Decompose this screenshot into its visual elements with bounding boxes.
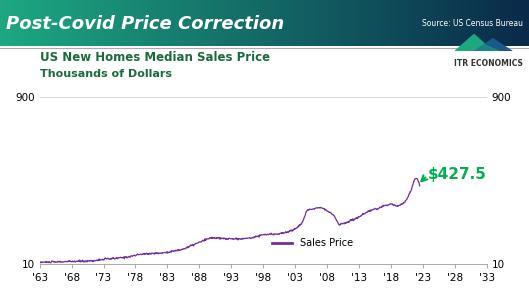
Text: ITR ECONOMICS: ITR ECONOMICS xyxy=(454,59,523,68)
Text: $427.5: $427.5 xyxy=(428,167,487,182)
Polygon shape xyxy=(455,35,493,51)
Legend: Sales Price: Sales Price xyxy=(269,235,357,252)
Polygon shape xyxy=(474,39,512,51)
Text: US New Homes Median Sales Price: US New Homes Median Sales Price xyxy=(40,51,270,64)
Text: Post-Covid Price Correction: Post-Covid Price Correction xyxy=(6,15,285,33)
Text: Source: US Census Bureau: Source: US Census Bureau xyxy=(422,18,523,28)
Text: Thousands of Dollars: Thousands of Dollars xyxy=(40,69,172,79)
Polygon shape xyxy=(461,43,499,51)
